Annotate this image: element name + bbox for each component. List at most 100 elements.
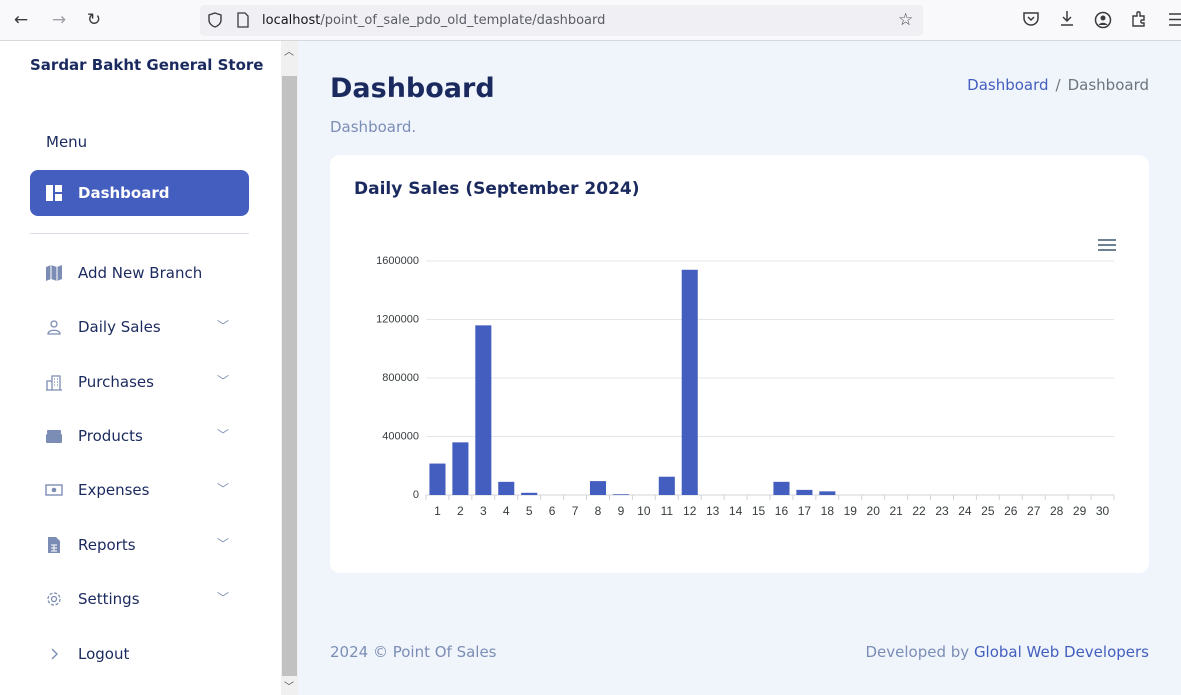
bar [612, 494, 629, 495]
page-title: Dashboard [330, 73, 495, 104]
scroll-down-icon[interactable]: ﹀ [284, 682, 294, 693]
x-tick-label: 11 [661, 504, 674, 518]
box-icon [46, 430, 62, 443]
y-tick-label: 1200000 [376, 314, 419, 326]
x-tick-label: 6 [549, 504, 556, 518]
sidebar-item-add-new-branch[interactable]: Add New Branch [30, 250, 249, 296]
sidebar-item-settings[interactable]: Settings ﹀ [30, 576, 249, 622]
x-tick-label: 3 [480, 504, 487, 518]
daily-sales-card: Daily Sales (September 2024) 0 400000 8000… [330, 155, 1149, 573]
chevron-down-icon: ﹀ [216, 374, 229, 388]
bar [796, 489, 813, 495]
sidebar-item-label: Products [78, 427, 143, 445]
chevron-down-icon: ﹀ [216, 482, 229, 496]
footer-credit: Developed by Global Web Developers [866, 643, 1150, 661]
x-tick-label: 14 [729, 504, 743, 518]
chevron-down-icon: ﹀ [216, 428, 229, 442]
x-tick-label: 8 [595, 504, 602, 518]
sidebar-item-label: Settings [78, 590, 140, 608]
chevron-down-icon: ﹀ [216, 591, 229, 605]
scroll-up-icon[interactable]: ︿ [284, 47, 294, 58]
chevron-down-icon: ﹀ [216, 319, 229, 333]
sidebar-scrollbar[interactable]: ︿ ﹀ [281, 41, 298, 695]
sidebar-item-logout[interactable]: Logout [30, 631, 249, 677]
forward-arrow-icon[interactable]: → [51, 10, 67, 30]
x-tick-label: 7 [572, 504, 579, 518]
x-tick-label: 9 [618, 504, 625, 518]
reload-icon[interactable]: ↻ [86, 10, 102, 30]
person-icon [47, 320, 61, 335]
pocket-icon[interactable] [1021, 11, 1041, 27]
sidebar-item-daily-sales[interactable]: Daily Sales ﹀ [30, 304, 249, 350]
x-tick-label: 30 [1096, 504, 1110, 518]
x-tick-label: 16 [775, 504, 789, 518]
y-tick-label: 400000 [382, 431, 419, 443]
breadcrumb-current: Dashboard [1067, 76, 1149, 94]
bar [521, 492, 538, 495]
footer-credit-prefix: Developed by [865, 643, 974, 661]
footer-developer-link[interactable]: Global Web Developers [973, 643, 1149, 661]
x-tick-label: 10 [637, 504, 651, 518]
map-icon [46, 265, 62, 281]
chevron-down-icon: ﹀ [216, 537, 229, 551]
account-icon[interactable] [1093, 11, 1113, 29]
x-tick-label: 27 [1027, 504, 1041, 518]
sidebar-item-label: Daily Sales [78, 318, 161, 336]
x-tick-label: 15 [752, 504, 766, 518]
sidebar-item-purchases[interactable]: Purchases ﹀ [30, 359, 249, 405]
bookmark-star-icon[interactable]: ☆ [898, 10, 914, 30]
x-tick-label: 19 [844, 504, 858, 518]
bar [658, 476, 675, 495]
building-icon [46, 375, 62, 391]
sidebar-item-label: Add New Branch [78, 264, 203, 282]
bar [773, 481, 790, 495]
breadcrumb-link-dashboard[interactable]: Dashboard [967, 76, 1049, 94]
bar [429, 463, 446, 495]
brand-name[interactable]: Sardar Bakht General Store [30, 56, 264, 74]
x-tick-label: 23 [935, 504, 949, 518]
chart-menu-icon[interactable] [1098, 239, 1116, 253]
chevron-right-icon [51, 648, 58, 660]
sidebar: Sardar Bakht General Store Menu Dashboar… [0, 41, 281, 695]
page-subtitle: Dashboard. [330, 118, 417, 136]
extensions-icon[interactable] [1129, 10, 1149, 28]
card-title: Daily Sales (September 2024) [354, 179, 640, 199]
x-tick-label: 29 [1073, 504, 1087, 518]
sidebar-item-expenses[interactable]: Expenses ﹀ [30, 467, 249, 513]
scrollbar-thumb[interactable] [282, 76, 297, 676]
shield-icon[interactable] [208, 12, 222, 28]
document-icon [48, 537, 60, 553]
x-tick-label: 21 [889, 504, 903, 518]
sidebar-item-label: Purchases [78, 373, 154, 391]
x-tick-label: 17 [798, 504, 812, 518]
y-tick-label: 1600000 [376, 255, 419, 267]
x-tick-label: 20 [867, 504, 881, 518]
sidebar-item-products[interactable]: Products ﹀ [30, 413, 249, 459]
address-bar[interactable]: localhost/point_of_sale_pdo_old_template… [200, 5, 923, 36]
bar [819, 491, 836, 495]
back-arrow-icon[interactable]: ← [13, 10, 29, 30]
x-tick-label: 1 [434, 504, 441, 518]
sidebar-item-reports[interactable]: Reports ﹀ [30, 522, 249, 568]
x-tick-label: 18 [821, 504, 835, 518]
grid-icon [46, 185, 62, 201]
hamburger-menu-icon[interactable] [1166, 13, 1181, 26]
bar [498, 481, 515, 495]
x-tick-label: 5 [526, 504, 533, 518]
x-tick-label: 4 [503, 504, 510, 518]
breadcrumb-separator: / [1055, 76, 1061, 94]
gear-icon [47, 592, 61, 606]
cash-icon [45, 484, 63, 496]
x-tick-label: 24 [958, 504, 972, 518]
y-tick-label: 800000 [382, 372, 419, 384]
x-tick-label: 22 [912, 504, 926, 518]
sidebar-item-label: Dashboard [78, 184, 170, 202]
x-tick-label: 2 [457, 504, 464, 518]
browser-toolbar: ← → ↻ localhost/point_of_sale_pdo_old_te… [0, 0, 1181, 41]
download-icon[interactable] [1057, 10, 1077, 28]
x-tick-label: 26 [1004, 504, 1018, 518]
url-text: localhost/point_of_sale_pdo_old_template… [262, 13, 606, 28]
page-icon [237, 12, 249, 28]
sidebar-item-dashboard[interactable]: Dashboard [30, 170, 249, 216]
